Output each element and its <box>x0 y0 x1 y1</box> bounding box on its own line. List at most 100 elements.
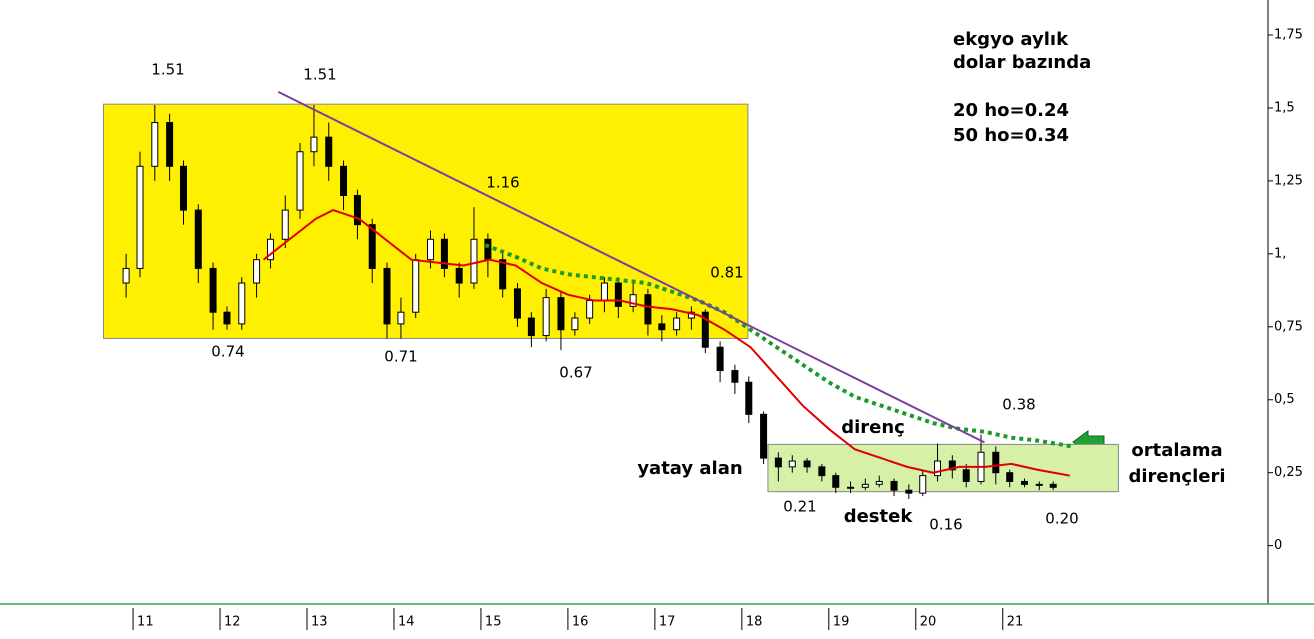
candle-body <box>484 238 492 261</box>
candle-body <box>1006 472 1014 482</box>
candle-body <box>571 317 579 331</box>
x-tick-label: 11 <box>137 615 154 630</box>
candle-body <box>629 294 637 307</box>
candle-body <box>1049 483 1057 488</box>
x-tick-label: 16 <box>572 615 589 630</box>
x-tick-label: 14 <box>398 615 415 630</box>
candle-body <box>962 469 970 482</box>
y-tick-label: 0,25 <box>1274 465 1303 480</box>
annotation: destek <box>844 506 914 527</box>
x-tick-label: 15 <box>485 615 502 630</box>
x-tick-label: 21 <box>1007 615 1024 630</box>
candle-body <box>586 300 594 319</box>
candle-body <box>527 317 535 337</box>
candle-body <box>992 451 1000 474</box>
candle-body <box>716 346 724 372</box>
annotation: 0.20 <box>1045 510 1078 528</box>
candle-body <box>426 238 434 261</box>
candle-body <box>557 297 565 331</box>
candle-body <box>412 259 420 313</box>
candle-body <box>934 460 942 477</box>
candle-body <box>948 460 956 471</box>
candle-body <box>499 259 507 290</box>
candle-body <box>919 475 927 494</box>
candle-body <box>513 288 521 319</box>
candle-body <box>644 294 652 325</box>
annotation: dirençleri <box>1128 466 1225 487</box>
candle-body <box>701 311 709 348</box>
candle-body <box>1035 483 1043 486</box>
annotation: direnç <box>841 417 905 438</box>
line-series <box>277 91 985 444</box>
candle-body <box>1020 480 1028 485</box>
annotation: 0.21 <box>783 498 816 516</box>
candle-body <box>353 194 361 226</box>
line-series <box>484 243 1073 449</box>
x-tick-label: 13 <box>311 615 328 630</box>
annotation: 0.71 <box>384 348 417 366</box>
candle-body <box>383 267 391 325</box>
candle-body <box>325 136 333 167</box>
candle-body <box>253 259 261 284</box>
y-tick-label: 1,75 <box>1274 28 1303 43</box>
candle-body <box>166 122 174 167</box>
note: 50 ho=0.34 <box>953 125 1069 146</box>
candle-body <box>890 480 898 491</box>
candle-body <box>658 323 666 331</box>
candle-body <box>223 311 231 325</box>
candle-body <box>832 475 840 488</box>
candle-body <box>238 282 246 325</box>
line-series <box>262 209 1070 477</box>
annotation: 1.51 <box>303 66 336 84</box>
candle-body <box>266 238 274 261</box>
candle-body <box>340 165 348 196</box>
y-tick-label: 1,25 <box>1274 173 1303 188</box>
candle-body <box>296 151 304 211</box>
x-tick-label: 12 <box>224 615 241 630</box>
y-tick-label: 1, <box>1274 246 1286 261</box>
annotation: 0.16 <box>929 516 962 534</box>
candle-body <box>731 370 739 383</box>
candle-body <box>600 282 608 302</box>
x-tick-label: 20 <box>920 615 937 630</box>
x-tick-label: 18 <box>746 615 763 630</box>
candle-body <box>180 165 188 211</box>
candle-body <box>847 486 855 489</box>
y-tick-label: 0,5 <box>1274 392 1295 407</box>
candle-body <box>281 209 289 240</box>
annotation: 0.67 <box>559 364 592 382</box>
candle-body <box>760 413 768 459</box>
candle-body <box>397 311 405 325</box>
candle-body <box>875 480 883 485</box>
candle-body <box>614 282 622 307</box>
annotation: 0.74 <box>211 343 244 361</box>
candle-body <box>542 297 550 337</box>
candle-body <box>455 267 463 284</box>
candle-body <box>803 460 811 468</box>
note: 20 ho=0.24 <box>953 100 1069 121</box>
candle-body <box>470 238 478 284</box>
zone <box>767 443 1119 493</box>
x-tick-label: 19 <box>833 615 850 630</box>
candle-body <box>194 209 202 269</box>
y-tick-label: 0 <box>1274 538 1282 553</box>
candle-body <box>310 136 318 153</box>
candle-body <box>788 460 796 468</box>
annotation: 0.38 <box>1002 396 1035 414</box>
candle-body <box>122 267 130 284</box>
candle-body <box>774 457 782 468</box>
candle-body <box>861 483 869 488</box>
candle-body <box>818 466 826 477</box>
candle-body <box>440 238 448 269</box>
annotation: yatay alan <box>637 458 742 479</box>
x-tick-label: 17 <box>659 615 676 630</box>
annotation: 0.81 <box>710 264 743 282</box>
annotation: 1.51 <box>151 61 184 79</box>
candle-body <box>745 381 753 415</box>
candle-body <box>905 489 913 494</box>
y-tick-label: 0,75 <box>1274 319 1303 334</box>
candle-body <box>673 317 681 331</box>
title: ekgyo aylık <box>953 29 1069 50</box>
candle-body <box>151 122 159 167</box>
